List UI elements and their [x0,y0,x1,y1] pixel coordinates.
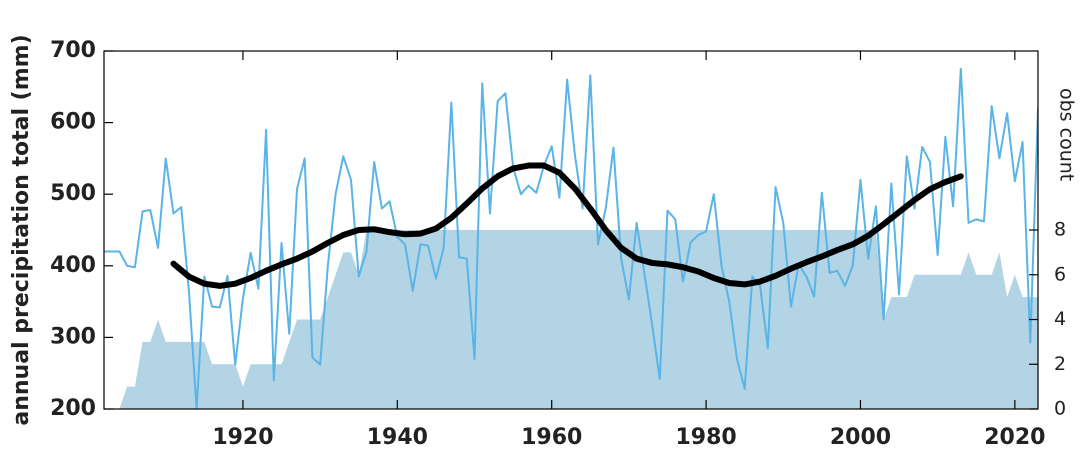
y2-axis-label: obs count [1056,88,1078,181]
x-tick-label: 2020 [984,425,1045,450]
y2-tick-label: 0 [1054,398,1066,420]
y-tick-label: 500 [50,181,96,206]
y2-tick-label: 6 [1054,263,1066,285]
y-tick-label: 300 [50,324,96,349]
obs-count-area [104,230,1038,409]
x-tick-label: 1920 [212,425,273,450]
x-tick-label: 1940 [367,425,428,450]
plot-area [104,67,1038,409]
x-tick-label: 1980 [675,425,736,450]
series-line [170,162,964,289]
y2-tick-label: 2 [1054,353,1066,375]
y-tick-label: 200 [50,396,96,421]
y-axis-label: annual precipitation total (mm) [9,34,34,425]
x-tick-label: 2000 [830,425,891,450]
y2-tick-label: 8 [1054,219,1066,241]
x-tick-label: 1960 [521,425,582,450]
y-tick-label: 400 [50,253,96,278]
y-tick-label: 600 [50,110,96,135]
y2-tick-label: 4 [1054,308,1066,330]
y-tick-label: 700 [50,38,96,63]
series-line [104,67,1038,409]
